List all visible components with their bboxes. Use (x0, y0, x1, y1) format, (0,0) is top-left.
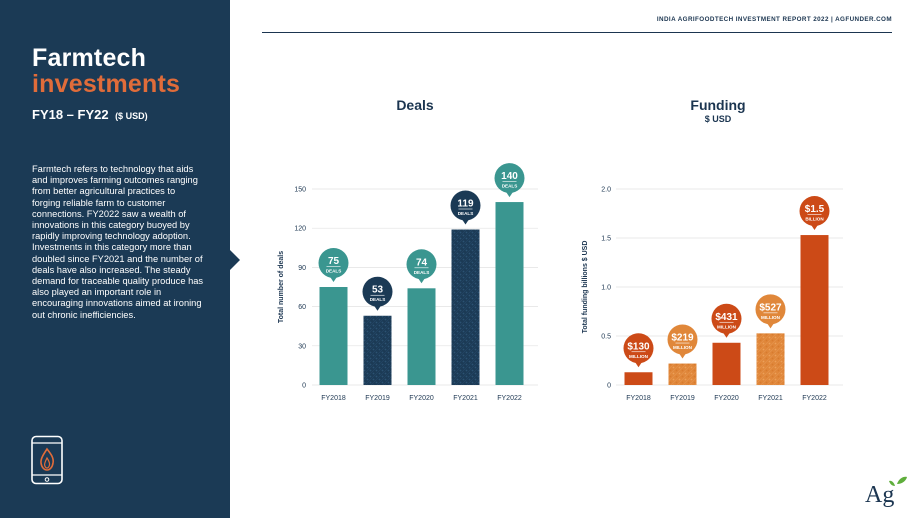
deals-bar-fy2018 (319, 287, 348, 385)
bubble-circle (799, 196, 830, 227)
description-text: Farmtech refers to technology that aids … (32, 164, 204, 320)
agfunder-logo: Ag (865, 476, 907, 508)
funding-ytick-label: 0 (607, 383, 611, 390)
funding-bar-fy2020 (712, 342, 741, 385)
funding-data-label-value: $1.5 (805, 204, 825, 215)
funding-bar-fy2018 (624, 372, 653, 385)
deals-category-label: FY2022 (497, 395, 522, 402)
funding-data-label-unit: MILLION (673, 345, 693, 350)
funding-data-label-value: $130 (627, 341, 650, 352)
bubble-circle (623, 333, 654, 364)
deals-yaxis-label: Total number of deals (278, 251, 285, 323)
funding-data-label-unit: MILLION (629, 354, 649, 359)
deals-data-label-value: 53 (372, 285, 384, 296)
header-divider (262, 32, 892, 33)
deals-category-label: FY2020 (409, 395, 434, 402)
funding-category-label: FY2021 (758, 395, 783, 402)
funding-chart-subtitle: $ USD (704, 114, 732, 124)
funding-bar-fy2022 (800, 235, 829, 385)
funding-yaxis-label: Total funding billions $ USD (582, 241, 589, 334)
funding-chart-title: Funding (690, 97, 746, 113)
funding-category-label: FY2018 (626, 395, 651, 402)
report-header: INDIA AGRIFOODTECH INVESTMENT REPORT 202… (656, 16, 892, 23)
deals-bar-fy2022 (495, 202, 524, 385)
deals-data-label-value: 119 (457, 199, 474, 210)
deals-data-label-unit: DEALS (370, 297, 386, 302)
funding-data-label-value: $431 (715, 312, 738, 323)
currency-note: ($ USD) (115, 111, 148, 121)
deals-data-label-unit: DEALS (414, 270, 430, 275)
funding-ytick-label: 1.0 (601, 285, 611, 292)
funding-ytick-label: 2.0 (601, 187, 611, 194)
funding-data-label-unit: MILLION (761, 315, 781, 320)
funding-ytick-label: 1.5 (601, 236, 611, 243)
year-range: FY18 – FY22 (32, 107, 109, 122)
page-title-highlight: investments (32, 70, 181, 98)
deals-ytick-label: 90 (298, 265, 306, 272)
deals-bar-fy2020 (407, 288, 436, 385)
funding-data-label-value: $527 (759, 302, 782, 313)
funding-data-label-unit: MILLION (717, 324, 737, 329)
deals-category-label: FY2021 (453, 395, 478, 402)
deals-ytick-label: 60 (298, 304, 306, 311)
deals-bar-chart: 0 30 60 90 120 150 Total number of deals FY2018… (278, 163, 538, 402)
deals-bar-fy2019 (363, 315, 392, 385)
funding-category-label: FY2019 (670, 395, 695, 402)
funding-data-label-unit: BILLION (805, 217, 824, 222)
bubble-circle (318, 248, 349, 278)
funding-bar-fy2019 (668, 363, 697, 385)
deals-bar-fy2021 (451, 229, 480, 385)
funding-data-label-bubble: $1.5 BILLION (799, 196, 830, 231)
deals-ytick-label: 120 (294, 226, 306, 233)
deals-category-label: FY2018 (321, 395, 346, 402)
deals-data-label-unit: DEALS (326, 269, 342, 274)
deals-data-label-bubble: 74 DEALS (406, 249, 437, 284)
deals-data-label-bubble: 140 DEALS (494, 163, 525, 198)
page-title: Farmtech (32, 44, 147, 72)
smartphone-flame-icon (31, 435, 63, 485)
deals-data-label-value: 75 (328, 256, 340, 267)
bubble-circle (494, 163, 525, 194)
deals-ytick-label: 0 (302, 383, 306, 390)
bubble-circle (450, 190, 481, 221)
deals-chart-title: Deals (396, 97, 434, 113)
deals-data-label-value: 74 (416, 257, 428, 268)
funding-data-label-bubble: $527 MILLION (755, 294, 786, 329)
bubble-circle (711, 303, 742, 334)
bubble-circle (362, 276, 393, 307)
deals-ytick-label: 150 (294, 187, 306, 194)
funding-ytick-label: 0.5 (601, 334, 611, 341)
deals-category-label: FY2019 (365, 395, 390, 402)
sidebar-pointer (230, 250, 240, 270)
funding-category-label: FY2022 (802, 395, 827, 402)
deals-ytick-label: 30 (298, 343, 306, 350)
svg-text:Ag: Ag (865, 482, 894, 508)
bubble-circle (667, 324, 698, 355)
bubble-circle (755, 294, 786, 325)
deals-data-label-bubble: 75 DEALS (318, 248, 349, 282)
deals-data-label-unit: DEALS (502, 184, 518, 189)
funding-data-label-value: $219 (671, 333, 694, 344)
funding-data-label-bubble: $130 MILLION (623, 333, 654, 368)
funding-bar-chart: 0 0.5 1.0 1.5 2.0 Total funding billions $ US… (582, 187, 843, 402)
funding-category-label: FY2020 (714, 395, 739, 402)
funding-bar-fy2021 (756, 333, 785, 385)
sidebar-panel: Farmtech investments FY18 – FY22 ($ USD)… (0, 0, 230, 518)
bubble-circle (406, 249, 437, 280)
deals-data-label-value: 140 (501, 171, 518, 182)
deals-data-label-unit: DEALS (458, 211, 474, 216)
page-subtitle: FY18 – FY22 ($ USD) (32, 106, 148, 124)
